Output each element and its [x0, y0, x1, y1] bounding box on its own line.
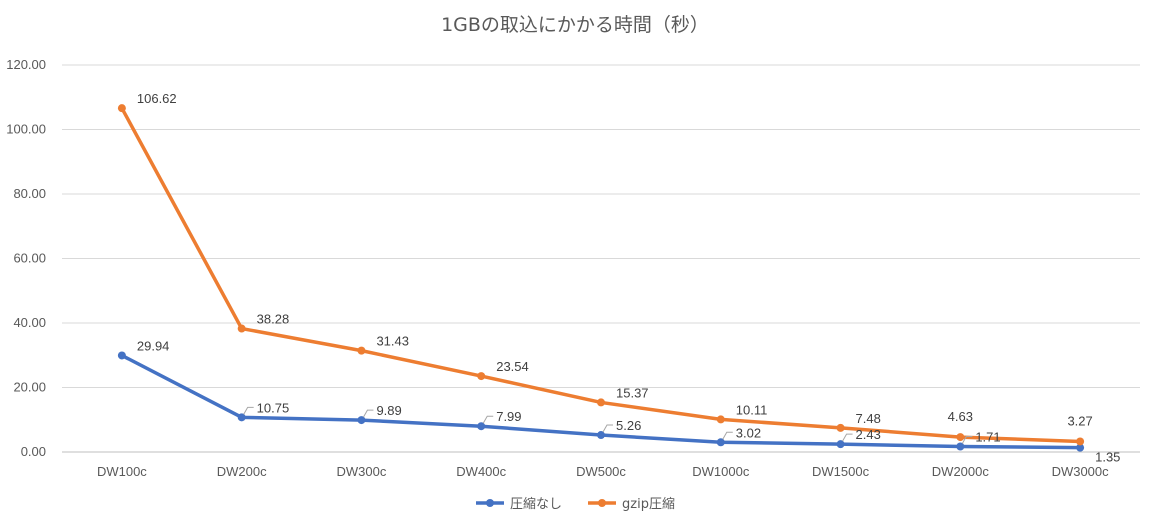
data-point: [1076, 437, 1085, 446]
data-label: 5.26: [616, 418, 641, 433]
data-point: [237, 413, 246, 422]
data-point: [836, 440, 845, 449]
data-label: 7.48: [856, 411, 881, 426]
data-point: [836, 423, 845, 432]
data-label: 38.28: [257, 312, 290, 327]
data-point: [477, 422, 486, 431]
label-leader: [363, 409, 374, 418]
legend-marker: [598, 499, 606, 507]
label-leader: [842, 433, 853, 442]
x-tick-label: DW400c: [456, 464, 506, 479]
data-point: [357, 416, 366, 425]
data-label: 10.11: [736, 402, 768, 417]
data-point: [1076, 443, 1085, 452]
data-label: 29.94: [137, 338, 170, 353]
data-point: [597, 398, 605, 407]
label-leader: [243, 406, 254, 415]
legend-marker: [486, 499, 494, 507]
data-label: 31.43: [376, 334, 409, 349]
data-point: [597, 431, 605, 440]
data-label: 1.35: [1095, 450, 1120, 465]
data-point: [716, 438, 725, 447]
legend-label: gzip圧縮: [622, 496, 675, 512]
data-point: [956, 433, 965, 442]
data-label: 10.75: [257, 400, 290, 415]
x-tick-label: DW1000c: [692, 464, 750, 479]
x-tick-label: DW2000c: [932, 464, 990, 479]
data-point: [117, 351, 126, 360]
x-tick-label: DW1500c: [812, 464, 870, 479]
data-label: 106.62: [137, 91, 177, 106]
data-label: 3.27: [1067, 413, 1092, 428]
x-axis-ticks: DW100c DW200c DW300c DW400c DW500c DW1000c DW1…: [97, 464, 1109, 479]
x-tick-label: DW3000c: [1052, 464, 1110, 479]
label-leader: [482, 415, 494, 424]
x-tick-label: DW300c: [337, 464, 387, 479]
data-label: 1.71: [975, 429, 1000, 444]
data-label: 15.37: [616, 385, 649, 400]
data-point: [956, 442, 965, 451]
data-point: [237, 324, 246, 333]
chart-title: 1GBの取込にかかる時間（秒）: [441, 14, 709, 36]
series-line: [120, 106, 1082, 444]
y-tick-label: 100.00: [6, 122, 46, 137]
x-tick-label: DW500c: [576, 464, 626, 479]
data-point: [477, 372, 486, 381]
y-axis-ticks: 0.00 20.00 40.00 60.00 80.00 100.00 120.00: [6, 57, 46, 459]
data-label: 4.63: [948, 409, 973, 424]
data-label: 3.02: [736, 425, 761, 440]
data-label: 7.99: [496, 409, 521, 424]
label-leader: [961, 435, 973, 444]
label-leader: [602, 424, 613, 433]
data-labels: 29.94 10.75 9.89 7.99 5.26 3.02 2.43 1.71 1.35 10…: [137, 91, 1121, 464]
y-tick-label: 80.00: [13, 186, 46, 201]
x-tick-label: DW100c: [97, 464, 147, 479]
data-label: 2.43: [856, 427, 881, 442]
data-label: 23.54: [496, 359, 529, 374]
legend: 圧縮なし gzip圧縮: [476, 496, 675, 512]
data-point: [716, 415, 725, 424]
data-point: [357, 346, 366, 355]
gridlines: [62, 64, 1140, 453]
y-tick-label: 0.00: [21, 444, 46, 459]
legend-label: 圧縮なし: [510, 496, 562, 512]
y-tick-label: 20.00: [13, 380, 46, 395]
y-tick-label: 120.00: [6, 57, 46, 72]
y-tick-label: 60.00: [13, 251, 46, 266]
label-leader: [722, 431, 733, 440]
y-tick-label: 40.00: [13, 315, 46, 330]
data-label: 9.89: [376, 403, 401, 418]
data-point: [117, 104, 126, 113]
x-tick-label: DW200c: [217, 464, 267, 479]
series-lines: [117, 104, 1085, 452]
